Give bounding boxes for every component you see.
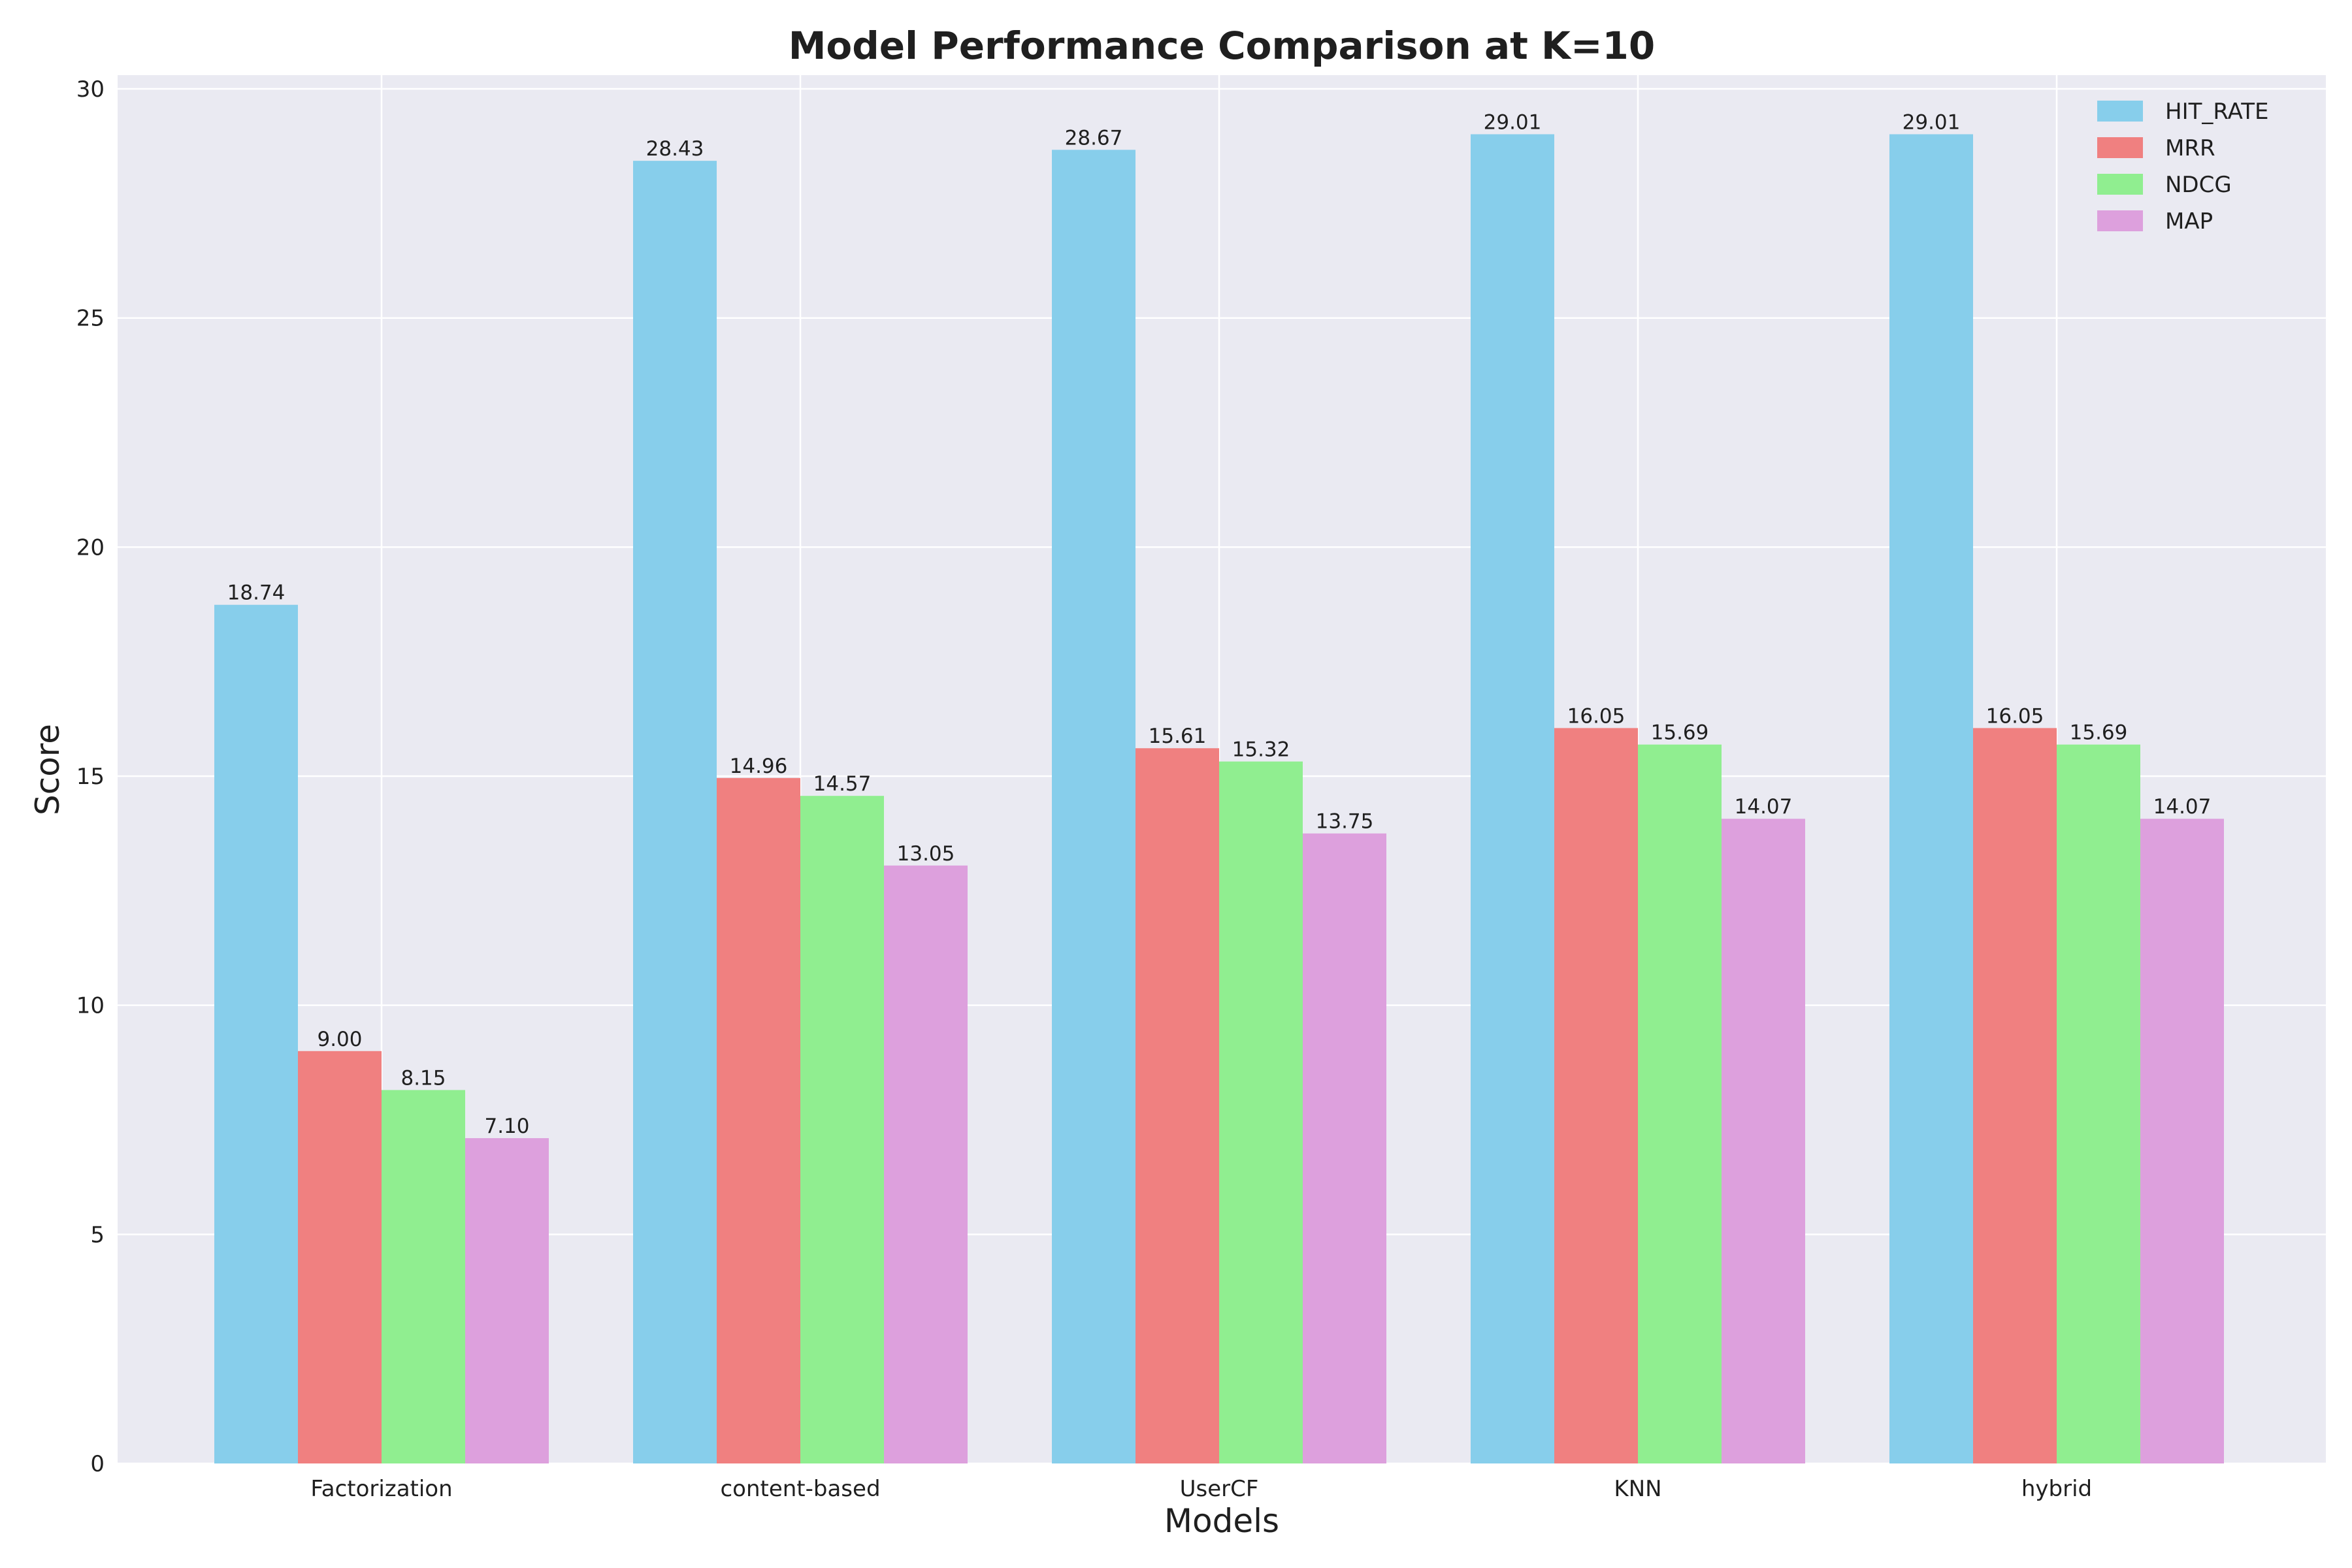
y-tick-label: 10 xyxy=(76,993,105,1019)
bar-value-label: 14.07 xyxy=(1735,795,1793,819)
bar-value-label: 14.57 xyxy=(813,772,872,796)
x-tick-label: UserCF xyxy=(1180,1476,1259,1502)
y-tick-label: 0 xyxy=(90,1451,105,1477)
bar-value-label: 15.69 xyxy=(1651,721,1709,745)
bar xyxy=(1638,744,1722,1463)
bar xyxy=(465,1138,549,1463)
legend-swatch xyxy=(2097,174,2143,195)
legend-label: NDCG xyxy=(2165,172,2232,198)
bar xyxy=(1471,134,1554,1463)
y-tick-label: 15 xyxy=(76,764,105,790)
x-tick-label: hybrid xyxy=(2021,1476,2092,1502)
bars xyxy=(214,134,2224,1464)
bar-value-label: 16.05 xyxy=(1986,704,2044,728)
bar xyxy=(1052,150,1135,1463)
legend-swatch xyxy=(2097,137,2143,158)
y-axis-ticks: 0 5 10 15 20 25 30 xyxy=(76,76,105,1477)
legend-label: MRR xyxy=(2165,135,2215,161)
bar xyxy=(1303,833,1386,1463)
x-tick-label: KNN xyxy=(1614,1476,1661,1502)
bar xyxy=(633,161,717,1464)
bar-value-label: 9.00 xyxy=(317,1028,362,1051)
x-axis-ticks: Factorization content-based UserCF KNN hybri… xyxy=(310,1476,2092,1502)
bar-value-label: 8.15 xyxy=(400,1066,446,1090)
bar xyxy=(1973,728,2057,1463)
y-axis-title: Score xyxy=(29,724,67,815)
legend: HIT_RATE MRR NDCG MAP xyxy=(2097,99,2268,235)
bar-value-label: 28.67 xyxy=(1065,126,1123,150)
bar-value-label: 15.69 xyxy=(2070,721,2128,745)
y-tick-label: 20 xyxy=(76,534,105,561)
bar-value-label: 16.05 xyxy=(1567,704,1625,728)
bar xyxy=(1722,819,1805,1463)
bar-value-label: 14.96 xyxy=(730,755,788,778)
bar xyxy=(1554,728,1638,1463)
bar xyxy=(717,777,800,1463)
bar xyxy=(800,796,884,1463)
bar-value-label: 14.07 xyxy=(2153,795,2212,819)
bar-value-label: 15.32 xyxy=(1232,738,1290,762)
bar-value-label: 29.01 xyxy=(1484,110,1542,134)
bar xyxy=(298,1051,382,1463)
y-tick-label: 30 xyxy=(76,76,105,103)
bar-value-label: 29.01 xyxy=(1903,110,1961,134)
legend-label: MAP xyxy=(2165,208,2213,235)
bar-value-label: 28.43 xyxy=(646,137,704,161)
bar xyxy=(2140,819,2224,1463)
bar xyxy=(1219,761,1303,1463)
bar-value-label: 13.75 xyxy=(1316,810,1374,834)
legend-swatch xyxy=(2097,101,2143,122)
bar-value-label: 7.10 xyxy=(484,1115,529,1138)
bar xyxy=(382,1090,465,1463)
y-tick-label: 25 xyxy=(76,306,105,332)
bar xyxy=(884,865,968,1463)
bar-value-label: 13.05 xyxy=(897,842,955,866)
x-tick-label: content-based xyxy=(720,1476,880,1502)
y-tick-label: 5 xyxy=(90,1222,105,1248)
bar-value-label: 18.74 xyxy=(227,581,286,605)
legend-swatch xyxy=(2097,210,2143,231)
x-axis-title: Models xyxy=(1164,1502,1279,1540)
legend-label: HIT_RATE xyxy=(2165,99,2268,125)
bar xyxy=(214,604,298,1463)
x-tick-label: Factorization xyxy=(310,1476,452,1502)
bar-value-label: 15.61 xyxy=(1149,725,1207,748)
bar xyxy=(1889,134,1973,1463)
bar xyxy=(1135,748,1219,1463)
bar xyxy=(2057,744,2140,1463)
bar-value-labels: 18.74 9.00 8.15 7.10 28.43 14.96 14.57 13.05 28.… xyxy=(227,110,2212,1138)
chart-title: Model Performance Comparison at K=10 xyxy=(789,24,1656,68)
